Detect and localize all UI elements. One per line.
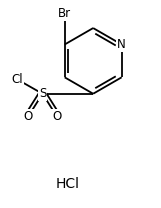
Text: Cl: Cl xyxy=(11,73,23,86)
Text: HCl: HCl xyxy=(56,177,80,191)
Text: Br: Br xyxy=(58,7,71,20)
Text: N: N xyxy=(117,38,126,51)
Text: O: O xyxy=(52,110,61,123)
Text: O: O xyxy=(24,110,33,123)
Text: S: S xyxy=(39,87,46,100)
